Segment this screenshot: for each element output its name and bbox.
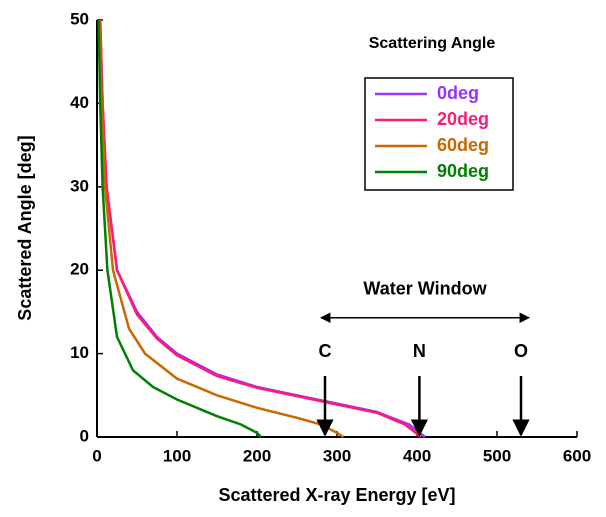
x-tick-label: 500 <box>483 446 511 465</box>
data-line <box>97 19 262 438</box>
y-tick-label: 20 <box>70 260 89 279</box>
edge-label: N <box>413 341 426 361</box>
x-tick-label: 100 <box>163 446 191 465</box>
data-line <box>98 19 422 438</box>
y-axis-label: Scattered Angle [deg] <box>15 135 35 320</box>
legend-label: 60deg <box>437 135 489 155</box>
x-axis-label: Scattered X-ray Energy [eV] <box>218 485 455 505</box>
data-line <box>98 19 345 439</box>
legend-label: 0deg <box>437 83 479 103</box>
x-tick-label: 300 <box>323 446 351 465</box>
y-tick-label: 50 <box>70 9 89 28</box>
edge-label: C <box>319 341 332 361</box>
y-tick-label: 0 <box>80 426 89 445</box>
x-tick-label: 0 <box>92 446 101 465</box>
legend-label: 20deg <box>437 109 489 129</box>
y-tick-label: 10 <box>70 343 89 362</box>
x-tick-label: 200 <box>243 446 271 465</box>
x-tick-label: 600 <box>563 446 591 465</box>
y-tick-label: 30 <box>70 176 89 195</box>
y-tick-label: 40 <box>70 93 89 112</box>
legend-title: Scattering Angle <box>369 35 496 52</box>
window-label: Water Window <box>363 278 487 298</box>
x-tick-label: 400 <box>403 446 431 465</box>
edge-label: O <box>514 341 528 361</box>
legend-label: 90deg <box>437 161 489 181</box>
